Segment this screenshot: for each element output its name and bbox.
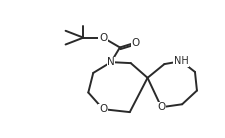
Text: O: O [99,104,107,114]
Text: O: O [157,102,166,112]
Text: NH: NH [174,56,189,66]
Text: O: O [132,38,140,48]
Text: O: O [99,33,107,43]
Text: N: N [107,57,115,67]
